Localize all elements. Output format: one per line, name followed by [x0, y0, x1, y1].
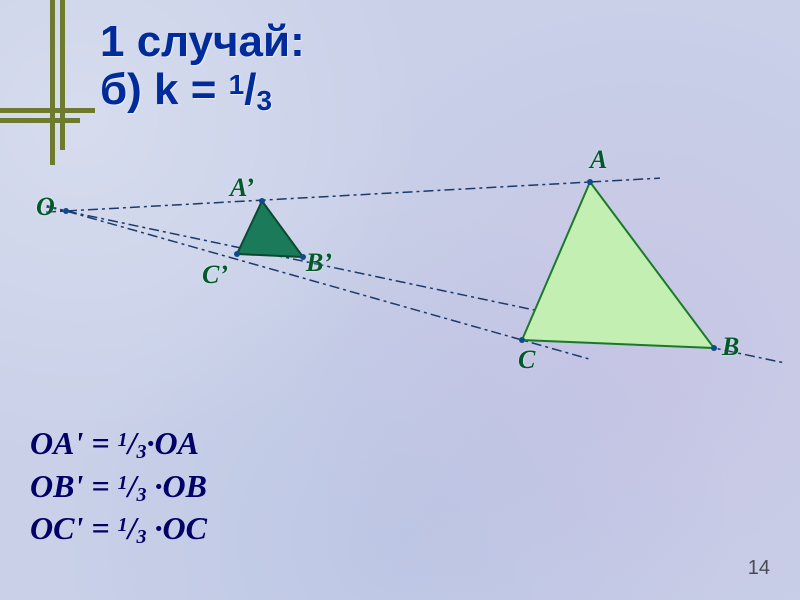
- label-b-prime: B’: [306, 248, 332, 278]
- label-c-prime: C’: [202, 260, 228, 290]
- triangle-small: [237, 201, 303, 257]
- formula-line: OB' = 1/3 ·OB: [30, 466, 207, 509]
- label-o: O: [36, 192, 55, 222]
- formula-line: OC' = 1/3 ·OC: [30, 508, 207, 551]
- label-a-prime: A’: [230, 173, 254, 203]
- slide-root: 1 случай: б) k = 1/3 O A B C A’ B’ C’ OA…: [0, 0, 800, 600]
- page-number: 14: [748, 557, 770, 580]
- label-c: C: [518, 345, 535, 375]
- label-a: A: [590, 145, 607, 175]
- label-b: B: [722, 332, 739, 362]
- triangle-large: [522, 182, 714, 348]
- formula-line: OA' = 1/3·OA: [30, 423, 207, 466]
- formulas-block: OA' = 1/3·OAOB' = 1/3 ·OBOC' = 1/3 ·OC: [30, 423, 207, 551]
